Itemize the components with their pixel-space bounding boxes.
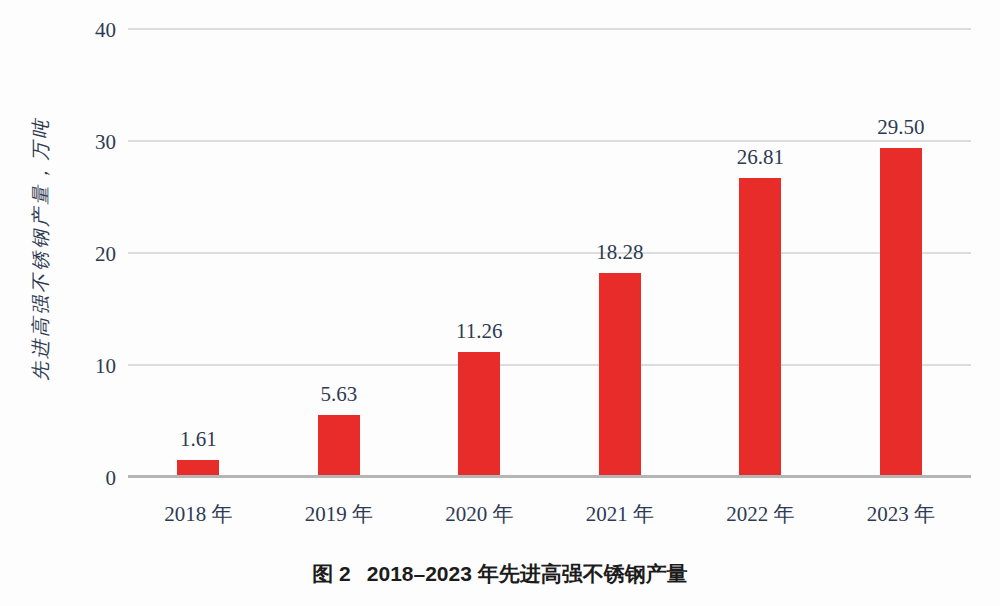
y-tick-label: 10 xyxy=(0,355,116,377)
bar-value-label: 29.50 xyxy=(841,115,961,140)
x-tick-label: 2023 年 xyxy=(831,500,971,528)
y-tick-label: 0 xyxy=(0,467,116,489)
x-tick-label: 2018 年 xyxy=(128,500,268,528)
y-axis-title-text: 先进高强不锈钢产量，万吨 xyxy=(28,0,54,549)
bar-chart-figure: 先进高强不锈钢产量，万吨 0 10 20 30 40 1.61 5.63 11.26 18.2… xyxy=(0,0,1000,606)
x-axis-baseline xyxy=(128,475,971,478)
gridline xyxy=(128,140,971,142)
gridline xyxy=(128,28,971,30)
bar-value-label: 18.28 xyxy=(560,240,680,265)
bar-2021年 xyxy=(599,273,641,478)
bar-2023年 xyxy=(880,148,922,478)
plot-area: 1.61 5.63 11.26 18.28 26.81 29.50 xyxy=(128,30,971,478)
figure-caption-title: 2018–2023 年先进高强不锈钢产量 xyxy=(367,562,688,585)
x-tick-label: 2022 年 xyxy=(690,500,830,528)
bar-value-label: 5.63 xyxy=(279,382,399,407)
x-axis-tick-labels: 2018 年2019 年2020 年2021 年2022 年2023 年 xyxy=(128,492,971,526)
y-tick-label: 30 xyxy=(0,131,116,153)
bar-2019年 xyxy=(318,415,360,478)
bar-value-label: 1.61 xyxy=(138,427,258,452)
bar-value-label: 26.81 xyxy=(700,145,820,170)
x-tick-label: 2019 年 xyxy=(269,500,409,528)
y-axis-tick-labels: 010203040 xyxy=(0,30,116,478)
bar-2022年 xyxy=(739,178,781,478)
x-tick-label: 2020 年 xyxy=(409,500,549,528)
figure-caption-number: 图 2 xyxy=(312,562,351,585)
gridline xyxy=(128,364,971,366)
bar-2020年 xyxy=(458,352,500,478)
y-tick-label: 40 xyxy=(0,19,116,41)
bar-value-label: 11.26 xyxy=(419,319,539,344)
figure-caption: 图 2 2018–2023 年先进高强不锈钢产量 xyxy=(0,560,1000,588)
x-tick-label: 2021 年 xyxy=(550,500,690,528)
y-tick-label: 20 xyxy=(0,243,116,265)
gridline xyxy=(128,252,971,254)
